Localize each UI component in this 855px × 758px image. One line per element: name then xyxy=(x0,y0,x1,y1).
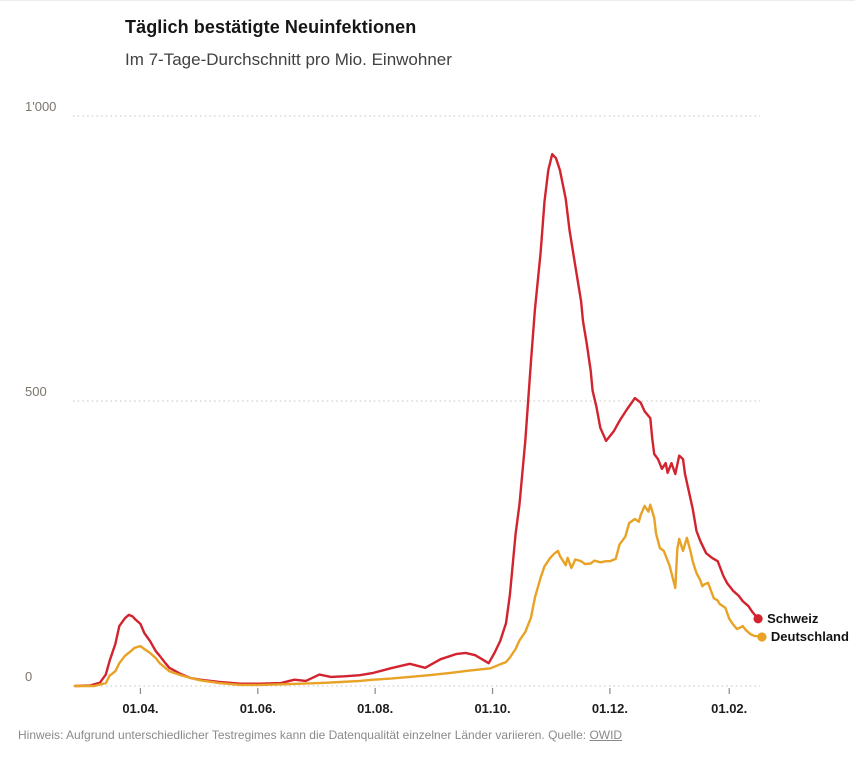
chart-subtitle: Im 7-Tage-Durchschnitt pro Mio. Einwohne… xyxy=(125,50,452,69)
x-axis-label: 01.12. xyxy=(591,701,628,716)
x-axis-label: 01.10. xyxy=(474,701,511,716)
series-end-dot-deutschland xyxy=(757,632,767,642)
series-end-dot-schweiz xyxy=(753,614,763,624)
series-line-deutschland xyxy=(73,503,764,688)
legend-label-schweiz: Schweiz xyxy=(767,610,819,626)
x-axis-label: 01.02. xyxy=(711,701,748,716)
x-axis-label: 01.04. xyxy=(122,701,159,716)
y-axis-label: 0 xyxy=(25,669,33,684)
legend-label-deutschland: Deutschland xyxy=(770,628,849,644)
chart-footnote: Hinweis: Aufgrund unterschiedlicher Test… xyxy=(18,728,622,742)
source-link[interactable]: OWID xyxy=(589,728,623,742)
y-axis-label: 500 xyxy=(25,384,47,399)
series-line-schweiz xyxy=(73,152,760,688)
x-axis-label: 01.06. xyxy=(239,701,276,716)
y-axis-label: 1'000 xyxy=(25,99,57,114)
footnote-text: Hinweis: Aufgrund unterschiedlicher Test… xyxy=(18,728,590,742)
chart-title: Täglich bestätigte Neuinfektionen xyxy=(125,17,417,37)
x-axis-label: 01.08. xyxy=(357,701,394,716)
